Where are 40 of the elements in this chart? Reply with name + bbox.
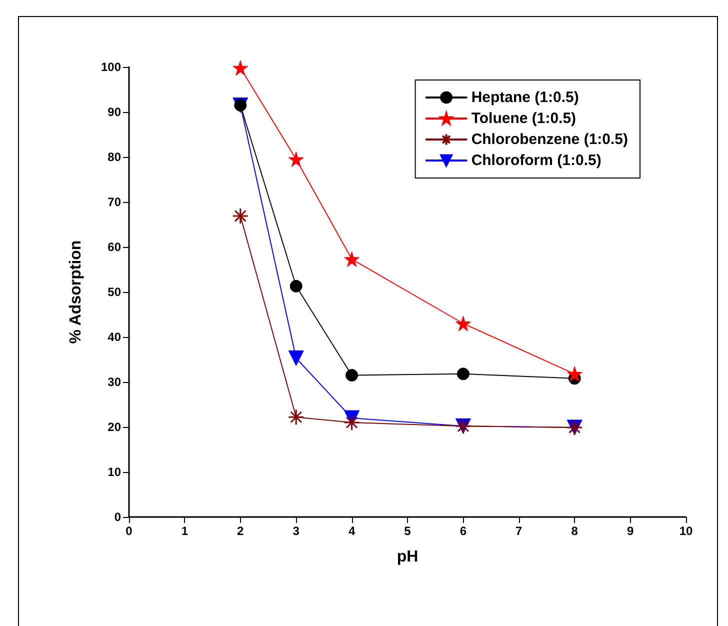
x-tick-label: 2 [237, 524, 244, 538]
point [288, 152, 304, 167]
y-tick-label: 70 [108, 195, 122, 209]
y-tick-label: 40 [108, 330, 122, 344]
y-tick-label: 10 [108, 465, 122, 479]
y-tick-label: 30 [108, 375, 122, 389]
legend-label: Toluene (1:0.5) [471, 110, 576, 127]
y-tick-label: 100 [100, 60, 122, 74]
x-tick-label: 9 [626, 524, 634, 538]
point [288, 408, 304, 426]
x-tick-label: 6 [460, 524, 467, 538]
y-tick-label: 60 [108, 240, 122, 254]
point [232, 60, 248, 76]
y-tick-label: 0 [114, 510, 122, 524]
point [346, 369, 358, 382]
legend-label: Heptane (1:0.5) [471, 89, 579, 106]
x-axis-title: pH [396, 548, 418, 566]
x-tick-label: 5 [404, 524, 412, 538]
y-axis-title: % Adsorption [68, 240, 84, 344]
x-tick-label: 8 [571, 524, 578, 538]
point [288, 350, 304, 366]
y-tick-label: 50 [108, 285, 122, 299]
point [344, 251, 360, 267]
point [232, 208, 249, 224]
x-tick-label: 10 [679, 524, 693, 538]
x-tick-label: 7 [516, 524, 523, 538]
y-tick-label: 20 [108, 420, 122, 434]
legend-label: Chlorobenzene (1:0.5) [471, 131, 628, 148]
y-tick-label: 80 [108, 150, 122, 164]
x-tick-label: 3 [292, 524, 300, 538]
point [455, 316, 471, 332]
point [566, 366, 582, 382]
x-tick-label: 1 [181, 524, 188, 538]
legend-label: Chloroform (1:0.5) [471, 152, 602, 169]
x-tick-label: 0 [126, 524, 133, 538]
point [290, 280, 302, 292]
point [456, 368, 470, 380]
point [344, 414, 360, 431]
x-tick-label: 4 [348, 524, 356, 538]
y-tick-label: 90 [108, 105, 122, 119]
